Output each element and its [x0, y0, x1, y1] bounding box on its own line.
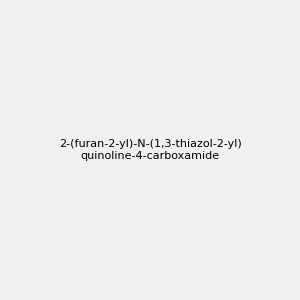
Text: 2-(furan-2-yl)-N-(1,3-thiazol-2-yl)
quinoline-4-carboxamide: 2-(furan-2-yl)-N-(1,3-thiazol-2-yl) quin…	[58, 139, 242, 161]
